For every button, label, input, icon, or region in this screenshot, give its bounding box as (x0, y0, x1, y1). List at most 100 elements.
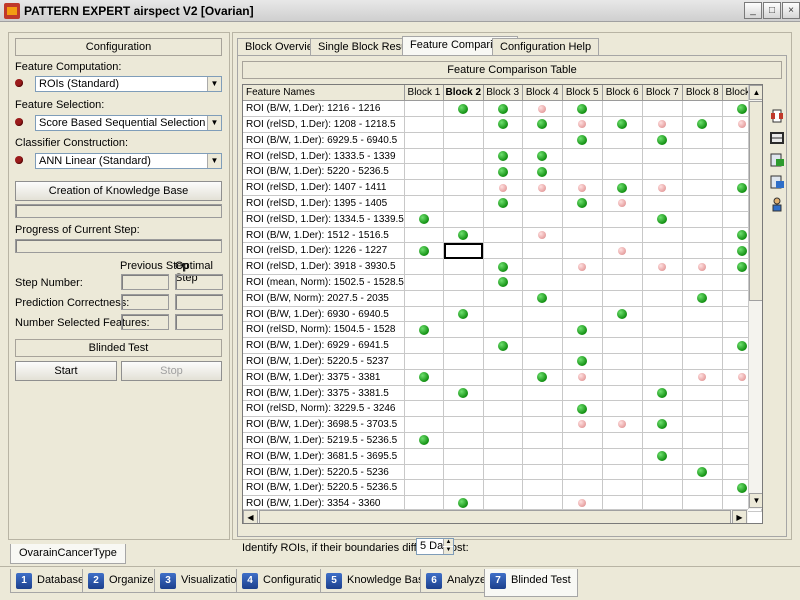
block-3-cell[interactable] (483, 163, 523, 181)
block-1-cell[interactable] (404, 479, 445, 497)
column-settings-icon[interactable] (769, 108, 785, 124)
header-block-4[interactable]: Block 4 (522, 85, 563, 102)
block-2-cell[interactable] (443, 179, 484, 197)
block-5-cell[interactable] (562, 432, 603, 449)
feature-name-cell[interactable]: ROI (relSD, Norm): 1504.5 - 1528 (243, 321, 405, 339)
table-row[interactable]: ROI (B/W, Norm): 2027.5 - 2035 (243, 290, 762, 307)
block-8-cell[interactable] (682, 274, 723, 291)
block-8-cell[interactable] (682, 306, 723, 323)
tab-configuration-help[interactable]: Configuration Help (492, 38, 600, 56)
block-2-cell[interactable] (443, 100, 484, 118)
block-7-cell[interactable] (642, 100, 683, 118)
block-6-cell[interactable] (602, 479, 643, 497)
block-1-cell[interactable] (404, 148, 445, 165)
block-8-cell[interactable] (682, 432, 723, 449)
hscroll-thumb[interactable] (259, 510, 731, 523)
block-2-cell[interactable] (443, 116, 484, 133)
block-3-cell[interactable] (483, 464, 523, 481)
block-2-cell[interactable] (443, 148, 484, 165)
classifier-construction-select[interactable]: ANN Linear (Standard) ▼ (15, 153, 222, 169)
block-4-cell[interactable] (522, 148, 563, 165)
block-4-cell[interactable] (522, 258, 563, 276)
block-8-cell[interactable] (682, 195, 723, 212)
block-3-cell[interactable] (483, 258, 523, 276)
table-row[interactable]: ROI (B/W, 1.Der): 3698.5 - 3703.5 (243, 416, 762, 434)
feature-name-cell[interactable]: ROI (B/W, 1.Der): 5219.5 - 5236.5 (243, 432, 405, 449)
block-3-cell[interactable] (483, 369, 523, 386)
scroll-thumb[interactable] (749, 101, 762, 301)
header-block-3[interactable]: Block 3 (483, 85, 523, 102)
block-8-cell[interactable] (682, 369, 723, 386)
block-1-cell[interactable] (404, 464, 445, 481)
table-row[interactable]: ROI (B/W, 1.Der): 3375 - 3381.5 (243, 385, 762, 402)
header-block-5[interactable]: Block 5 (562, 85, 603, 102)
block-4-cell[interactable] (522, 100, 563, 118)
block-7-cell[interactable] (642, 479, 683, 497)
block-6-cell[interactable] (602, 290, 643, 307)
block-7-cell[interactable] (642, 337, 683, 355)
feature-name-cell[interactable]: ROI (relSD, 1.Der): 1208 - 1218.5 (243, 116, 405, 133)
table-row[interactable]: ROI (relSD, 1.Der): 1208 - 1218.5 (243, 116, 762, 133)
block-4-cell[interactable] (522, 321, 563, 339)
block-5-cell[interactable] (562, 274, 603, 291)
block-4-cell[interactable] (522, 227, 563, 244)
table-row[interactable]: ROI (B/W, 1.Der): 6929.5 - 6940.5 (243, 132, 762, 149)
block-2-cell[interactable] (443, 242, 484, 260)
save-icon[interactable] (769, 174, 785, 190)
block-3-cell[interactable] (483, 227, 523, 244)
block-8-cell[interactable] (682, 179, 723, 197)
block-7-cell[interactable] (642, 321, 683, 339)
block-4-cell[interactable] (522, 464, 563, 481)
block-1-cell[interactable] (404, 448, 445, 465)
stop-button[interactable]: Stop (121, 361, 222, 381)
main-tab-configuration[interactable]: 4 Configuration (236, 569, 336, 593)
block-8-cell[interactable] (682, 211, 723, 228)
feature-computation-select[interactable]: ROIs (Standard) ▼ (15, 76, 222, 92)
block-1-cell[interactable] (404, 400, 445, 418)
block-5-cell[interactable] (562, 163, 603, 181)
block-5-cell[interactable] (562, 369, 603, 386)
table-row[interactable]: ROI (B/W, 1.Der): 5219.5 - 5236.5 (243, 432, 762, 449)
block-6-cell[interactable] (602, 148, 643, 165)
table-row[interactable]: ROI (relSD, Norm): 3229.5 - 3246 (243, 400, 762, 418)
tab-block-overview[interactable]: Block Overview (237, 38, 329, 56)
block-2-cell[interactable] (443, 353, 484, 370)
block-8-cell[interactable] (682, 100, 723, 118)
block-6-cell[interactable] (602, 211, 643, 228)
scroll-right-icon[interactable]: ▶ (732, 510, 747, 523)
feature-name-cell[interactable]: ROI (B/W, 1.Der): 1216 - 1216 (243, 100, 405, 118)
block-3-cell[interactable] (483, 100, 523, 118)
feature-name-cell[interactable]: ROI (B/W, 1.Der): 3698.5 - 3703.5 (243, 416, 405, 434)
block-6-cell[interactable] (602, 400, 643, 418)
block-4-cell[interactable] (522, 400, 563, 418)
feature-name-cell[interactable]: ROI (B/W, 1.Der): 6930 - 6940.5 (243, 306, 405, 323)
block-6-cell[interactable] (602, 337, 643, 355)
table-row[interactable]: ROI (B/W, 1.Der): 6929 - 6941.5 (243, 337, 762, 355)
chevron-down-icon[interactable]: ▼ (207, 154, 221, 168)
block-6-cell[interactable] (602, 432, 643, 449)
block-2-cell[interactable] (443, 416, 484, 434)
block-8-cell[interactable] (682, 242, 723, 260)
table-row[interactable]: ROI (relSD, Norm): 1504.5 - 1528 (243, 321, 762, 339)
block-7-cell[interactable] (642, 163, 683, 181)
table-row[interactable]: ROI (B/W, 1.Der): 1216 - 1216 (243, 100, 762, 118)
block-7-cell[interactable] (642, 448, 683, 465)
block-7-cell[interactable] (642, 195, 683, 212)
block-7-cell[interactable] (642, 432, 683, 449)
block-7-cell[interactable] (642, 464, 683, 481)
block-2-cell[interactable] (443, 306, 484, 323)
block-8-cell[interactable] (682, 227, 723, 244)
block-7-cell[interactable] (642, 179, 683, 197)
feature-name-cell[interactable]: ROI (relSD, 1.Der): 1226 - 1227 (243, 242, 405, 260)
block-1-cell[interactable] (404, 290, 445, 307)
scroll-down-icon[interactable]: ▼ (749, 493, 762, 508)
header-block-8[interactable]: Block 8 (682, 85, 723, 102)
block-1-cell[interactable] (404, 306, 445, 323)
table-row[interactable]: ROI (B/W, 1.Der): 5220.5 - 5236.5 (243, 479, 762, 497)
block-8-cell[interactable] (682, 464, 723, 481)
block-7-cell[interactable] (642, 116, 683, 133)
feature-name-cell[interactable]: ROI (B/W, 1.Der): 6929 - 6941.5 (243, 337, 405, 355)
block-6-cell[interactable] (602, 353, 643, 370)
block-7-cell[interactable] (642, 258, 683, 276)
feature-name-cell[interactable]: ROI (B/W, 1.Der): 5220.5 - 5236 (243, 464, 405, 481)
